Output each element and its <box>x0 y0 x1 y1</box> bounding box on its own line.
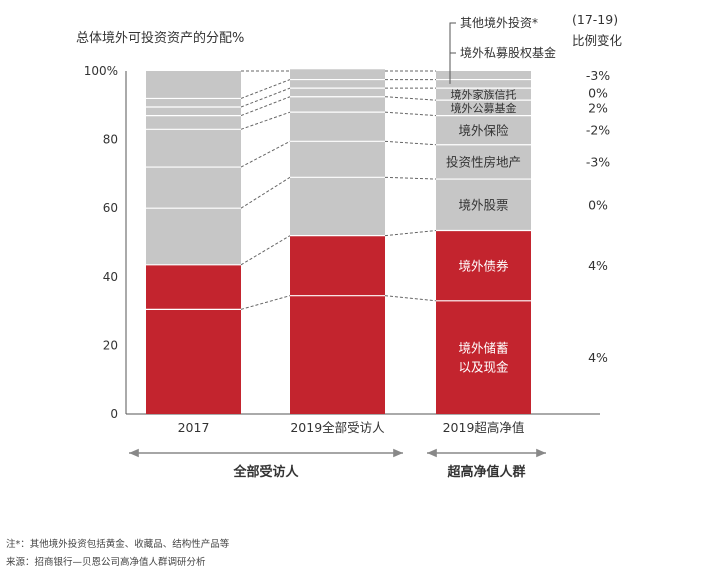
bar-segment-series-5 <box>146 115 241 130</box>
callout-leader-series-7 <box>449 52 456 84</box>
change-value-series-5: 2% <box>588 100 608 115</box>
source-note: 来源：招商银行—贝恩公司高净值人群调研分析 <box>6 557 206 568</box>
y-tick-label: 40 <box>103 270 118 284</box>
group-label: 全部受访人 <box>232 464 299 480</box>
segment-label-series-5: 境外公募基金 <box>451 101 517 115</box>
connector-line <box>240 87 291 108</box>
connector-line <box>240 111 291 130</box>
bar-segment-series-6 <box>290 88 385 97</box>
chart-title: 总体境外可投资资产的分配% <box>76 30 244 46</box>
bar-segment-series-1 <box>146 264 241 310</box>
connector-line <box>240 235 291 266</box>
connector-line <box>384 229 437 237</box>
change-value-series-6: 0% <box>588 85 608 100</box>
bar-segment-series-8 <box>436 71 531 80</box>
bar-segment-series-4 <box>290 112 385 142</box>
connector-line <box>384 176 437 180</box>
bar-segment-series-1 <box>290 235 385 296</box>
callout-leader-series-8 <box>449 22 456 76</box>
y-tick-label: 0 <box>110 407 118 421</box>
change-value-series-0: 4% <box>588 350 608 365</box>
change-value-series-1: 4% <box>588 258 608 273</box>
connector-line <box>384 295 437 302</box>
bar-segment-series-8 <box>290 69 385 80</box>
change-header-line-2: 比例变化 <box>572 33 623 48</box>
bar-segment-series-1 <box>436 230 531 301</box>
bar-segment-series-7 <box>146 98 241 108</box>
bar-segment-series-6 <box>436 88 531 101</box>
change-value-series-8: -3% <box>586 68 610 83</box>
bar-segment-series-2 <box>290 177 385 236</box>
change-value-series-2: 0% <box>588 197 608 212</box>
bar-segment-series-5 <box>290 96 385 113</box>
connector-line <box>240 295 291 310</box>
y-tick-label: 20 <box>103 338 118 352</box>
bar-segment-series-3 <box>290 141 385 178</box>
y-tick-label: 60 <box>103 201 118 215</box>
segment-label-series-0: 以及现金 <box>458 360 509 375</box>
segment-label-series-0: 境外储蓄 <box>458 341 508 356</box>
change-value-series-4: -2% <box>586 123 610 138</box>
bar-segment-series-6 <box>146 107 241 116</box>
connector-line <box>240 140 291 168</box>
segment-label-series-1: 境外债券 <box>458 258 509 273</box>
bar-segment-series-2 <box>436 179 531 231</box>
category-label: 2019超高净值 <box>443 420 525 435</box>
segment-label-series-6: 境外家族信托 <box>451 87 517 101</box>
bar-segment-series-7 <box>436 79 531 89</box>
callout-label-series-8: 其他境外投资* <box>460 15 538 30</box>
y-tick-label: 80 <box>103 133 118 147</box>
callout-label-series-7: 境外私募股权基金 <box>460 45 556 60</box>
bar-segment-series-2 <box>146 208 241 265</box>
connector-line <box>240 176 291 209</box>
connector-line <box>384 140 437 146</box>
category-label: 2017 <box>178 420 210 435</box>
segment-label-series-2: 境外股票 <box>458 198 508 213</box>
bar-segment-series-0 <box>290 295 385 414</box>
category-label: 2019全部受访人 <box>290 420 385 435</box>
bar-segment-series-0 <box>146 309 241 414</box>
segment-label-series-3: 投资性房地产 <box>446 155 521 170</box>
change-header-line-1: (17-19) <box>572 12 618 27</box>
bar-segment-series-5 <box>436 100 531 116</box>
connector-line <box>384 96 437 101</box>
footnote: 注*：其他境外投资包括黄金、收藏品、结构性产品等 <box>6 539 230 550</box>
bar-segment-series-4 <box>146 129 241 168</box>
bar-segment-series-3 <box>146 167 241 209</box>
connector-line <box>240 79 291 99</box>
bar-segment-series-0 <box>436 300 531 414</box>
group-label: 超高净值人群 <box>447 464 525 480</box>
stacked-bar-chart: 总体境外可投资资产的分配% 0 20 40 60 80 100% 2017 2019全部受访… <box>76 12 623 480</box>
bar-segment-series-7 <box>290 79 385 89</box>
bar-segment-series-4 <box>436 115 531 145</box>
bar-segment-series-3 <box>436 144 531 180</box>
change-value-series-3: -3% <box>586 154 610 169</box>
bar-segment-series-8 <box>146 71 241 99</box>
y-tick-label: 100% <box>84 64 118 78</box>
connector-line <box>240 96 291 117</box>
segment-label-series-4: 境外保险 <box>458 123 509 138</box>
connector-line <box>384 111 437 117</box>
